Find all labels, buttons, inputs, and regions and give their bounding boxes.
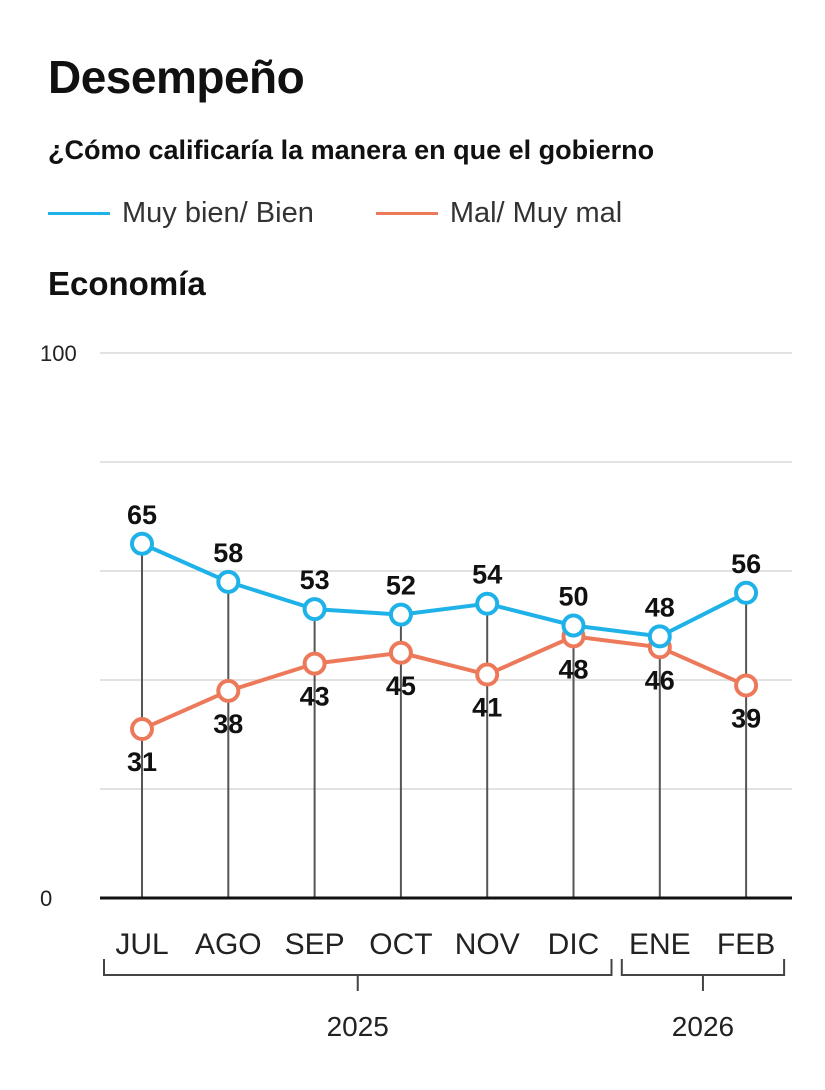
year-label: 2025 <box>327 1011 389 1042</box>
data-label: 46 <box>645 665 675 695</box>
data-label: 54 <box>472 560 502 590</box>
page-title: Desempeño <box>48 51 305 103</box>
data-point <box>388 640 413 665</box>
y-tick-label: 100 <box>40 341 77 366</box>
data-label: 52 <box>386 571 416 601</box>
data-label: 65 <box>127 500 157 530</box>
legend-label-positive: Muy bien/ Bien <box>122 197 314 229</box>
data-point <box>734 673 759 698</box>
data-point <box>475 591 500 616</box>
data-point <box>561 613 586 638</box>
data-point <box>475 662 500 687</box>
year-bracket <box>620 959 786 976</box>
data-point <box>216 678 241 703</box>
data-label: 50 <box>558 582 588 612</box>
data-label: 53 <box>300 565 330 595</box>
year-label: 2026 <box>672 1011 734 1042</box>
x-tick-label: AGO <box>195 928 262 961</box>
x-tick-label: ENE <box>629 928 691 961</box>
data-label: 56 <box>731 549 761 579</box>
data-label: 48 <box>558 654 588 684</box>
data-point <box>302 597 327 622</box>
data-label: 43 <box>300 682 330 712</box>
series-line <box>141 634 747 731</box>
legend-swatch-positive <box>48 212 110 215</box>
data-label: 48 <box>645 592 675 622</box>
data-label: 39 <box>731 703 761 733</box>
legend: Muy bien/ Bien Mal/ Muy mal <box>48 197 684 230</box>
chart-title: Economía <box>48 265 206 302</box>
data-label: 41 <box>472 693 502 723</box>
data-label: 45 <box>386 671 416 701</box>
year-bracket <box>103 959 613 976</box>
data-point <box>388 602 413 627</box>
x-tick-label: SEP <box>285 928 345 961</box>
x-tick-label: NOV <box>455 928 520 961</box>
x-tick-label: JUL <box>115 928 168 961</box>
series-line <box>141 541 748 639</box>
x-tick-label: FEB <box>717 928 775 961</box>
legend-item-negative: Mal/ Muy mal <box>375 197 623 230</box>
data-point <box>647 624 672 649</box>
data-point <box>216 569 241 594</box>
y-tick-label: 0 <box>40 886 52 911</box>
legend-item-positive: Muy bien/ Bien <box>48 197 314 230</box>
legend-swatch-negative <box>375 212 438 215</box>
data-label: 58 <box>213 538 243 568</box>
data-point <box>130 717 154 742</box>
data-label: 38 <box>213 709 243 739</box>
data-point <box>302 651 327 676</box>
data-point <box>130 531 154 556</box>
x-tick-label: OCT <box>369 928 432 961</box>
legend-label-negative: Mal/ Muy mal <box>449 197 623 229</box>
x-tick-label: DIC <box>548 928 600 961</box>
data-label: 31 <box>127 747 157 777</box>
data-point <box>734 580 759 605</box>
chart-question: ¿Cómo calificaría la manera en que el go… <box>48 135 655 165</box>
